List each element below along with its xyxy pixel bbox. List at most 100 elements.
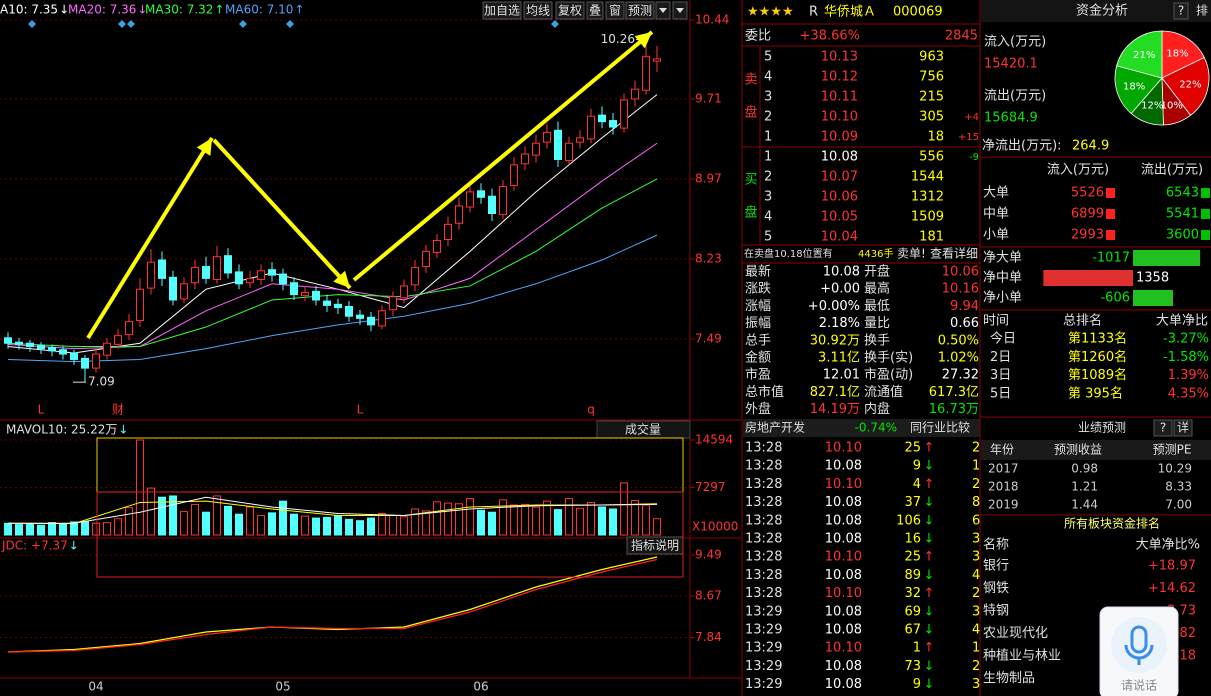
candle-body bbox=[136, 288, 144, 322]
stat-value: 0.50% bbox=[938, 333, 979, 348]
marker bbox=[28, 20, 36, 28]
toolbar-label[interactable]: 复权 bbox=[558, 4, 582, 18]
volume-bar bbox=[466, 498, 474, 536]
toolbar-button[interactable] bbox=[555, 1, 585, 20]
notice-link[interactable]: 查看详细 bbox=[930, 246, 978, 261]
flag: R bbox=[809, 5, 818, 20]
trade-volume: 9 bbox=[913, 677, 921, 692]
candle-body bbox=[609, 120, 617, 128]
trade-count: 2 bbox=[972, 441, 980, 456]
panel-button-label[interactable]: 成交量 bbox=[625, 422, 661, 437]
volume-bar bbox=[59, 523, 67, 536]
stat-label: 外盘 bbox=[745, 401, 771, 417]
volume-bar bbox=[92, 522, 100, 536]
trade-volume: 73 bbox=[904, 659, 921, 674]
stat-label: 最高 bbox=[864, 281, 890, 297]
toolbar-button[interactable] bbox=[523, 1, 553, 20]
stat-value: 3.11亿 bbox=[818, 351, 860, 366]
trade-arrow: ↓ bbox=[924, 659, 935, 674]
trade-price: 10.08 bbox=[825, 532, 862, 547]
volume-bar bbox=[147, 487, 155, 536]
net-row-label: 净大单 bbox=[983, 251, 1022, 266]
trend-arrow bbox=[212, 138, 352, 290]
trade-arrow: ↓ bbox=[924, 677, 935, 692]
sector-name: 银行 bbox=[983, 559, 1009, 574]
toolbar-label[interactable]: 预测 bbox=[628, 4, 652, 18]
event-label: L bbox=[357, 403, 364, 417]
toolbar-button[interactable] bbox=[586, 1, 604, 20]
trade-count: 3 bbox=[972, 677, 980, 692]
trade-arrow: ↑ bbox=[924, 477, 935, 492]
candle-body bbox=[653, 58, 661, 62]
book-price: 10.05 bbox=[821, 210, 858, 225]
toolbar-button[interactable] bbox=[482, 1, 522, 20]
inflow-value: 15420.1 bbox=[984, 57, 1038, 72]
trade-arrow: ↓ bbox=[924, 495, 935, 510]
toolbar-label[interactable]: 窗 bbox=[609, 4, 621, 18]
stat-value: +0.00% bbox=[808, 299, 860, 314]
stat-value: +0.00 bbox=[820, 282, 860, 297]
panel-button-label[interactable]: 指标说明 bbox=[631, 538, 679, 553]
rank-header: 大单净比 bbox=[1156, 314, 1208, 329]
volume-bar bbox=[224, 505, 232, 536]
help-button[interactable] bbox=[1153, 419, 1173, 437]
toolbar-button[interactable] bbox=[625, 1, 655, 20]
x-tick-label: 06 bbox=[473, 680, 488, 694]
trade-time: 13:28 bbox=[745, 550, 782, 565]
trade-count: 2 bbox=[972, 586, 980, 601]
trade-time: 13:29 bbox=[745, 641, 782, 656]
candle-body bbox=[301, 291, 309, 297]
book-change: +4 bbox=[964, 112, 979, 123]
trade-time: 13:28 bbox=[745, 441, 782, 456]
trend-arrow-head bbox=[634, 32, 652, 49]
toolbar-label[interactable]: 加自选 bbox=[484, 4, 520, 18]
help-button[interactable] bbox=[1173, 2, 1189, 20]
net-label: 净流出(万元): bbox=[982, 139, 1062, 154]
flow-swatch bbox=[1106, 188, 1115, 198]
trend-arrow-head bbox=[196, 138, 212, 156]
stat-value: 827.1亿 bbox=[810, 385, 860, 400]
rank-position: 第 395名 bbox=[1068, 385, 1123, 401]
notice: 卖单! bbox=[897, 247, 926, 261]
sector-name: 特钢 bbox=[983, 604, 1009, 619]
pie-slice bbox=[1161, 30, 1205, 79]
volume-bar bbox=[268, 512, 276, 536]
sector-compare[interactable]: 同行业比较 bbox=[910, 420, 970, 435]
forecast-pe: 8.33 bbox=[1165, 480, 1192, 494]
book-level: 4 bbox=[764, 70, 772, 85]
help-label[interactable]: ? bbox=[1178, 4, 1184, 18]
trade-price: 10.08 bbox=[825, 495, 862, 510]
candle-body bbox=[576, 137, 584, 143]
trend-arrow bbox=[352, 30, 654, 282]
detail-label[interactable]: 详 bbox=[1177, 420, 1189, 435]
panel-title: 资金分析 bbox=[1076, 3, 1128, 19]
help-label[interactable]: ? bbox=[1160, 421, 1166, 435]
toolbar-label[interactable]: 均线 bbox=[526, 4, 550, 18]
trade-price: 10.08 bbox=[825, 568, 862, 583]
volume-bar bbox=[389, 514, 397, 536]
book-price: 10.09 bbox=[821, 130, 858, 145]
net-row-label: 净中单 bbox=[983, 271, 1022, 286]
candle-body bbox=[587, 115, 595, 140]
rank-header: 总排名 bbox=[1063, 313, 1102, 329]
forecast-header: 预测PE bbox=[1153, 443, 1192, 457]
stat-value: 9.94 bbox=[950, 299, 979, 314]
toolbar-button[interactable] bbox=[605, 1, 625, 20]
candle-body bbox=[268, 269, 276, 276]
book-price: 10.10 bbox=[821, 110, 858, 125]
toolbar-label[interactable]: 叠 bbox=[589, 4, 601, 18]
rank-button[interactable]: 排 bbox=[1196, 4, 1208, 18]
trade-time: 13:28 bbox=[745, 513, 782, 528]
candle-body bbox=[510, 164, 518, 186]
book-volume: 1509 bbox=[911, 210, 944, 225]
candle-body bbox=[158, 259, 166, 279]
candle-body bbox=[169, 276, 177, 301]
forecast-eps: 1.21 bbox=[1071, 480, 1098, 494]
stock-code: 000069 bbox=[893, 5, 943, 20]
voice-label[interactable]: 请说话 bbox=[1121, 678, 1157, 693]
detail-button[interactable] bbox=[1173, 419, 1193, 437]
trade-price: 10.10 bbox=[825, 586, 862, 601]
pie-slice bbox=[1161, 56, 1210, 116]
volume-bar bbox=[180, 511, 188, 536]
forecast-eps: 1.44 bbox=[1071, 498, 1098, 512]
